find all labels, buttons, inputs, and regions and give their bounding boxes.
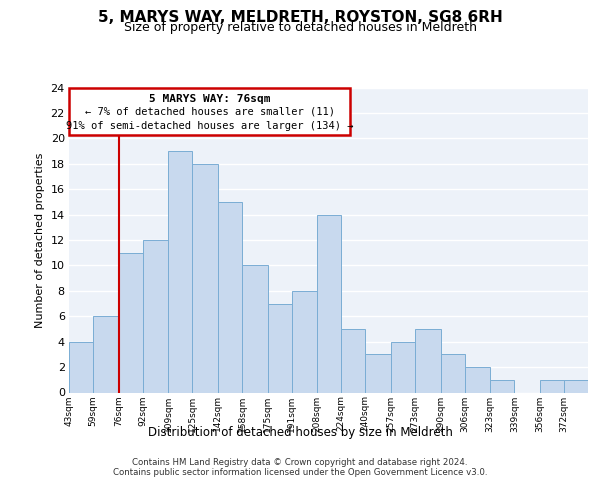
Text: Contains HM Land Registry data © Crown copyright and database right 2024.: Contains HM Land Registry data © Crown c… (132, 458, 468, 467)
Bar (93, 316, 119, 392)
Bar (564, 380, 588, 392)
Text: Contains public sector information licensed under the Open Government Licence v3: Contains public sector information licen… (113, 468, 487, 477)
Bar (69, 88, 350, 134)
Bar (464, 367, 490, 392)
Bar (391, 342, 415, 392)
Bar (193, 164, 218, 392)
Bar (440, 354, 464, 393)
Text: Size of property relative to detached houses in Meldreth: Size of property relative to detached ho… (124, 21, 476, 34)
Text: 5, MARYS WAY, MELDRETH, ROYSTON, SG8 6RH: 5, MARYS WAY, MELDRETH, ROYSTON, SG8 6RH (98, 10, 502, 25)
Text: ← 7% of detached houses are smaller (11): ← 7% of detached houses are smaller (11) (85, 106, 335, 117)
Bar (415, 329, 440, 392)
Text: 91% of semi-detached houses are larger (134) →: 91% of semi-detached houses are larger (… (66, 120, 353, 130)
Bar (292, 291, 317, 392)
Text: Distribution of detached houses by size in Meldreth: Distribution of detached houses by size … (148, 426, 452, 439)
Bar (69, 342, 93, 392)
Bar (490, 380, 514, 392)
Bar (365, 354, 391, 393)
Bar (168, 151, 193, 392)
Text: 5 MARYS WAY: 76sqm: 5 MARYS WAY: 76sqm (149, 94, 271, 104)
Bar (242, 266, 268, 392)
Bar (119, 252, 143, 392)
Bar (218, 202, 242, 392)
Bar (268, 304, 292, 392)
Y-axis label: Number of detached properties: Number of detached properties (35, 152, 45, 328)
Bar (540, 380, 564, 392)
Bar (317, 214, 341, 392)
Bar (341, 329, 365, 392)
Bar (143, 240, 168, 392)
